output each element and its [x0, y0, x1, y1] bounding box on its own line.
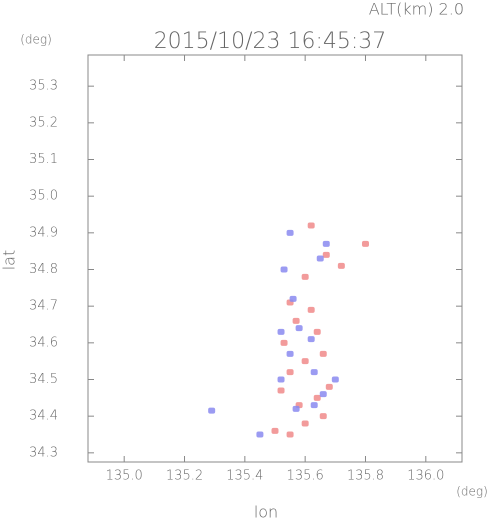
echo-point — [301, 273, 309, 280]
echo-point — [337, 262, 345, 269]
y-tick-label: 34.6 — [29, 335, 58, 350]
echo-point — [316, 255, 324, 262]
y-tick-label: 34.9 — [29, 225, 58, 240]
echo-point — [289, 295, 297, 302]
x-tick-label: 136.0 — [407, 469, 444, 484]
y-tick-label: 35.1 — [29, 152, 58, 167]
y-tick-label: 34.8 — [29, 262, 58, 277]
echo-point — [286, 369, 294, 376]
echo-point — [301, 420, 309, 427]
y-tick-label: 35.2 — [29, 115, 58, 130]
echo-point — [280, 266, 288, 273]
echo-point — [325, 383, 333, 390]
echo-point — [307, 306, 315, 313]
echo-point — [280, 339, 288, 346]
echo-point — [319, 350, 327, 357]
y-axis-label: lat — [0, 250, 19, 271]
echo-point — [307, 336, 315, 343]
y-tick-label: 35.3 — [29, 79, 58, 94]
y-tick-label: 34.5 — [29, 372, 58, 387]
altitude-label: ALT(km) 2.0 — [369, 0, 464, 19]
echo-point — [322, 240, 330, 247]
echo-point — [310, 402, 318, 409]
echo-point — [313, 394, 321, 401]
echo-point — [271, 427, 279, 434]
plot-frame — [87, 54, 463, 463]
echo-point — [322, 251, 330, 258]
echo-point — [295, 325, 303, 332]
echo-point — [292, 405, 300, 412]
x-tick-label: 135.2 — [166, 469, 203, 484]
echo-point — [310, 369, 318, 376]
echo-point — [256, 431, 264, 438]
echo-point — [301, 358, 309, 365]
echo-point — [277, 387, 285, 394]
echo-point — [277, 376, 285, 383]
echo-point — [208, 407, 216, 414]
echo-point — [319, 413, 327, 420]
echo-point — [277, 328, 285, 335]
echo-point — [307, 222, 315, 229]
echo-point — [361, 240, 369, 247]
x-axis-label: lon — [254, 503, 278, 522]
x-unit: (deg) — [456, 485, 488, 499]
y-tick-label: 35.0 — [29, 189, 58, 204]
x-tick-label: 135.0 — [106, 469, 143, 484]
y-unit: (deg) — [20, 33, 52, 47]
chart-title: 2015/10/23 16:45:37 — [154, 29, 387, 54]
echo-point — [286, 431, 294, 438]
echo-point — [286, 229, 294, 236]
x-tick-label: 135.6 — [287, 469, 324, 484]
y-tick-label: 34.4 — [29, 409, 58, 424]
echo-point — [331, 376, 339, 383]
y-tick-label: 34.7 — [29, 299, 58, 314]
x-tick-label: 135.4 — [226, 469, 263, 484]
y-tick-label: 34.3 — [29, 445, 58, 460]
echo-point — [292, 317, 300, 324]
x-tick-label: 135.8 — [347, 469, 384, 484]
echo-point — [286, 350, 294, 357]
echo-point — [319, 391, 327, 398]
echo-point — [313, 328, 321, 335]
